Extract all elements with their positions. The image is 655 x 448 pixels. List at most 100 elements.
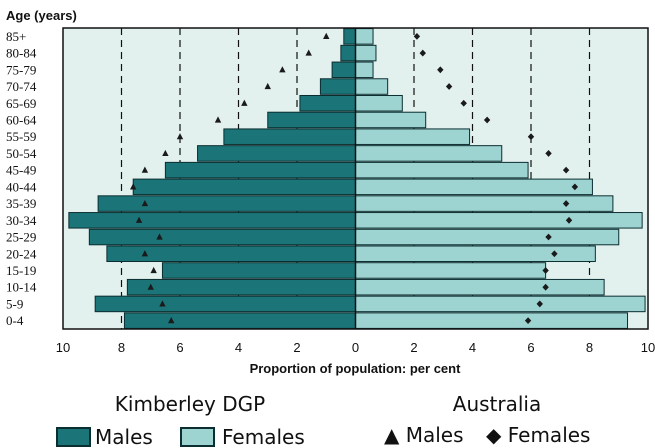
female-bar-80-84 (355, 44, 377, 62)
male-bar-0-4 (123, 312, 356, 329)
aus-male-triangle-20-24 (141, 250, 149, 257)
age-label-60-64: 60-64 (6, 112, 37, 127)
bars (68, 28, 646, 329)
aus-male-triangle-35-39 (141, 199, 149, 207)
aus-female-diamond-40-44 (571, 183, 579, 191)
female-bar-50-54 (355, 145, 503, 162)
legend-label-males: Males (95, 425, 153, 448)
female-bar-0-4 (355, 312, 629, 329)
aus-male-triangle-15-19 (150, 266, 157, 274)
male-bar-25-29 (88, 228, 356, 246)
male-bar-75-79 (331, 61, 357, 79)
age-label-10-14: 10-14 (6, 280, 37, 295)
age-label-70-74: 70-74 (6, 79, 37, 94)
aus-male-triangle-45-49 (141, 166, 149, 173)
australia-markers (130, 32, 579, 325)
aus-female-diamond-15-19 (542, 267, 549, 274)
aus-male-triangle-75-79 (279, 66, 286, 73)
age-label-30-34: 30-34 (6, 213, 37, 228)
male-bar-5-9 (94, 295, 357, 313)
x-tick-label: 10 (56, 340, 70, 355)
aus-female-diamond-35-39 (562, 200, 570, 207)
female-bar-45-49 (355, 161, 529, 179)
female-bar-20-24 (355, 245, 596, 263)
aus-female-diamond-75-79 (437, 66, 444, 74)
legend-title-australia: Australia (453, 392, 541, 416)
male-bar-45-49 (164, 161, 356, 179)
aus-male-triangle-80-84 (305, 49, 312, 56)
male-bar-50-54 (197, 145, 356, 162)
age-label-45-49: 45-49 (6, 163, 36, 178)
female-bar-55-59 (355, 128, 471, 145)
female-bar-15-19 (355, 262, 547, 279)
male-bar-15-19 (161, 262, 356, 279)
aus-male-triangle-70-74 (264, 82, 271, 90)
aus-female-diamond-60-64 (483, 116, 491, 124)
aus-female-diamond-50-54 (545, 150, 552, 157)
female-bar-85+ (355, 28, 374, 45)
age-label-55-59: 55-59 (6, 129, 36, 144)
aus-male-triangle-25-29 (156, 233, 163, 240)
female-bar-10-14 (355, 278, 605, 296)
x-tick-label: 10 (641, 340, 655, 355)
legend-label-aus-males: ▲ Males (384, 423, 464, 447)
x-tick-label: 8 (586, 340, 593, 355)
male-bar-70-74 (319, 78, 356, 95)
aus-male-triangle-50-54 (162, 149, 169, 157)
aus-male-triangle-65-69 (241, 99, 248, 106)
female-bar-60-64 (355, 111, 427, 129)
aus-male-triangle-85+ (323, 32, 330, 39)
male-bar-10-14 (126, 278, 356, 296)
aus-male-triangle-55-59 (176, 133, 184, 140)
age-label-0-4: 0-4 (6, 313, 24, 328)
legend-swatch-males (56, 427, 91, 447)
male-bar-35-39 (97, 195, 356, 212)
age-label-15-19: 15-19 (6, 263, 36, 278)
x-tick-label: 4 (469, 340, 476, 355)
aus-male-triangle-40-44 (130, 183, 137, 190)
female-bar-30-34 (355, 212, 643, 229)
aus-female-diamond-55-59 (527, 133, 535, 141)
age-label-20-24: 20-24 (6, 246, 37, 261)
age-label-25-29: 25-29 (6, 230, 36, 245)
female-bar-75-79 (355, 61, 374, 79)
x-tick-label: 2 (410, 340, 417, 355)
male-bar-55-59 (223, 128, 356, 145)
y-axis-title: Age (years) (6, 8, 77, 23)
male-bar-85+ (343, 28, 356, 45)
age-label-85+: 85+ (6, 29, 26, 44)
legend-label-aus-females: ◆ Females (486, 423, 590, 447)
age-label-75-79: 75-79 (6, 62, 36, 77)
x-tick-label: 4 (235, 340, 242, 355)
age-label-35-39: 35-39 (6, 196, 36, 211)
x-tick-label: 0 (352, 340, 359, 355)
legend-label-females: Females (222, 425, 305, 448)
legend-title-kimberley: Kimberley DGP (115, 392, 265, 416)
female-bar-70-74 (355, 78, 389, 95)
female-bar-65-69 (355, 94, 403, 112)
aus-male-triangle-0-4 (168, 317, 175, 324)
male-bar-30-34 (68, 212, 356, 229)
male-bar-60-64 (267, 111, 356, 129)
aus-female-diamond-65-69 (460, 99, 467, 107)
x-tick-labels: 10 8 6 4 2 0 2 4 6 8 10 (56, 340, 655, 355)
female-bar-40-44 (355, 178, 593, 196)
x-tick-label: 6 (527, 340, 534, 355)
aus-female-diamond-30-34 (565, 216, 573, 224)
x-tick-label: 2 (293, 340, 300, 355)
x-axis-title: Proportion of population: per cent (250, 361, 462, 376)
age-label-40-44: 40-44 (6, 179, 37, 194)
female-bar-35-39 (355, 195, 614, 212)
aus-female-diamond-20-24 (551, 250, 558, 258)
male-bar-65-69 (299, 94, 356, 112)
aus-female-diamond-45-49 (562, 166, 570, 174)
age-label-5-9: 5-9 (6, 296, 23, 311)
aus-female-diamond-85+ (413, 32, 421, 40)
age-label-50-54: 50-54 (6, 146, 37, 161)
aus-female-diamond-25-29 (545, 233, 552, 241)
female-bar-25-29 (355, 228, 620, 246)
gridlines (120, 28, 591, 329)
male-bar-80-84 (340, 44, 356, 62)
age-label-65-69: 65-69 (6, 96, 36, 111)
legend: Kimberley DGP Males Females Australia ▲ … (56, 392, 590, 448)
